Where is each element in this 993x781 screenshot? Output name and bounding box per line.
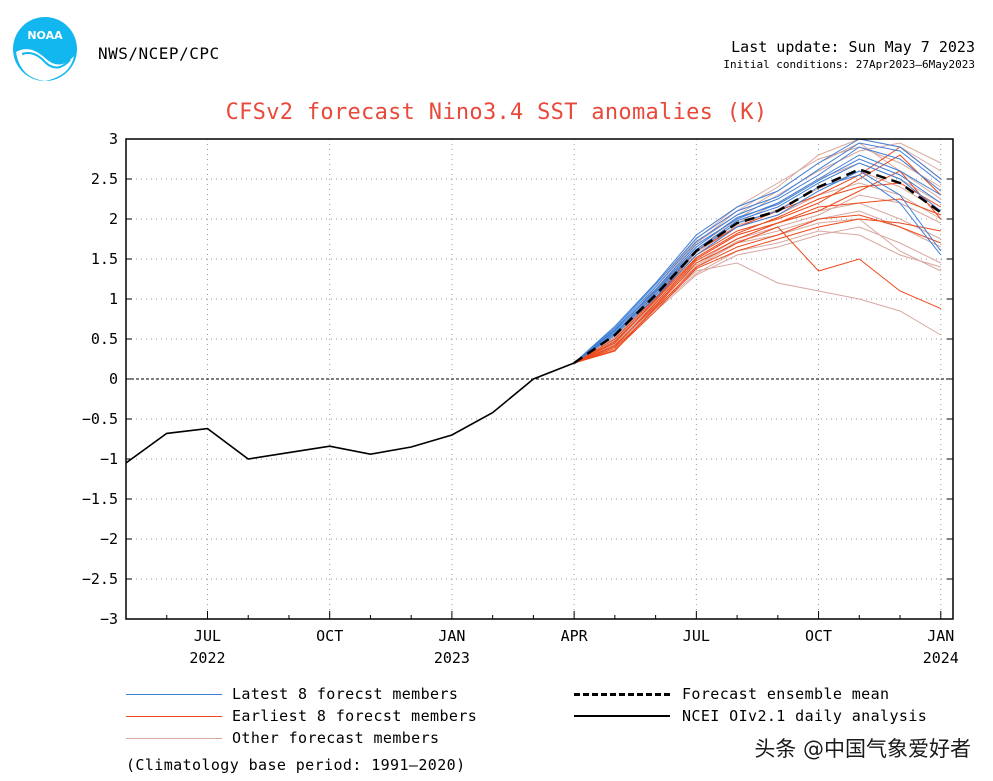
x-tick-label-month: OCT	[805, 627, 832, 645]
y-tick-label: 2	[109, 210, 118, 228]
x-tick-label-year: 2023	[434, 649, 470, 667]
legend-other-label: Other forecast members	[232, 729, 440, 747]
legend-analysis-label: NCEI OIv2.1 daily analysis	[682, 707, 928, 725]
x-tick-label-month: JAN	[927, 627, 954, 645]
axis-layer: 3 2.5 2 1.5 1 0.5 0 −0.5 −1 −1.5 −2 −2.5 −3 JUL 2022 OC…	[82, 130, 959, 667]
last-update-label: Last update: Sun May 7 2023	[731, 38, 975, 56]
y-tick-label: −2.5	[82, 570, 118, 588]
earliest-member-line	[573, 198, 941, 364]
earliest-member-line	[573, 146, 942, 364]
legend-other-swatch	[126, 738, 222, 739]
x-tick-label-year: 2024	[923, 649, 959, 667]
y-tick-label: 3	[109, 130, 118, 148]
other-member-line	[573, 202, 942, 364]
latest-member-line	[573, 142, 942, 364]
latest-member-line	[573, 146, 942, 364]
x-tick-label-month: APR	[561, 627, 589, 645]
y-tick-label: 1	[109, 290, 118, 308]
legend-analysis-swatch	[574, 715, 670, 717]
other-member-line	[573, 230, 941, 364]
legend-latest-label: Latest 8 forecst members	[232, 685, 459, 703]
main-lines-layer	[125, 168, 942, 464]
legend-mean-label: Forecast ensemble mean	[682, 685, 890, 703]
y-tick-label: −2	[100, 530, 118, 548]
legend-earliest-swatch	[126, 716, 222, 717]
y-tick-label: 2.5	[91, 170, 118, 188]
latest-member-line	[573, 174, 942, 364]
noaa-logo: NOAA	[13, 17, 77, 81]
y-tick-label: −1	[100, 450, 118, 468]
x-tick-label-month: JUL	[683, 627, 710, 645]
grid-layer	[126, 138, 953, 620]
latest-member-line	[573, 158, 942, 364]
latest-member-line	[573, 170, 942, 364]
forecast-members-layer	[573, 139, 942, 364]
x-tick-label-year: 2022	[189, 649, 225, 667]
latest-member-line	[573, 139, 942, 364]
y-tick-label: 0.5	[91, 330, 118, 348]
chart-title: CFSv2 forecast Nino3.4 SST anomalies (K)	[225, 100, 768, 125]
observed-analysis-line	[125, 362, 575, 464]
x-tick-label-month: OCT	[316, 627, 343, 645]
legend-latest-swatch	[126, 694, 222, 695]
watermark: 头条 @中国气象爱好者	[754, 737, 971, 761]
x-tick-label-month: JAN	[438, 627, 465, 645]
y-tick-label: 0	[109, 370, 118, 388]
earliest-member-line	[573, 182, 942, 364]
y-tick-label: 1.5	[91, 250, 118, 268]
logo-text: NOAA	[27, 29, 63, 42]
other-member-line	[573, 210, 942, 364]
climatology-note: (Climatology base period: 1991–2020)	[126, 756, 466, 774]
latest-member-line	[573, 162, 942, 364]
y-tick-label: −0.5	[82, 410, 118, 428]
legend-mean-swatch	[574, 693, 670, 696]
legend-earliest-label: Earliest 8 forecst members	[232, 707, 478, 725]
other-member-line	[573, 194, 942, 364]
x-tick-label-month: JUL	[194, 627, 221, 645]
y-tick-label: −1.5	[82, 490, 118, 508]
y-tick-label: −3	[100, 610, 118, 628]
ensemble-mean-line	[573, 168, 942, 365]
organization-label: NWS/NCEP/CPC	[98, 44, 220, 63]
initial-conditions-label: Initial conditions: 27Apr2023–6May2023	[723, 58, 975, 71]
earliest-member-line	[573, 218, 941, 364]
